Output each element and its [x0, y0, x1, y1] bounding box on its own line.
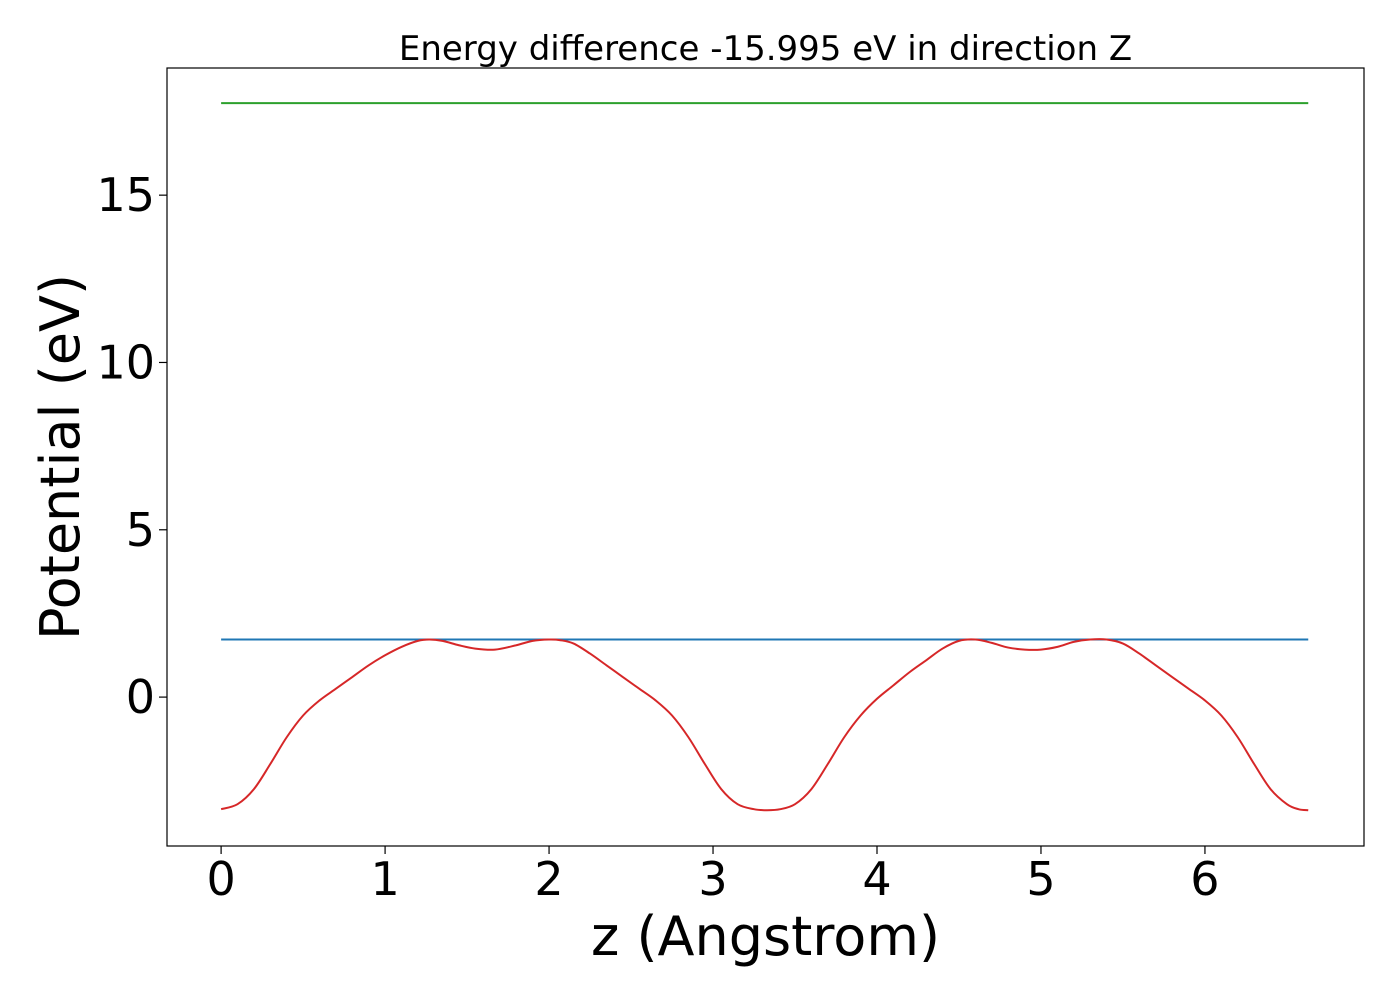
chart-title: Energy difference -15.995 eV in directio…	[399, 29, 1132, 69]
x-axis-title: z (Angstrom)	[591, 905, 940, 968]
y-axis-title: Potential (eV)	[29, 274, 92, 640]
plot-area-frame	[166, 67, 1365, 847]
x-tick-label: 0	[206, 852, 235, 906]
x-tick-label: 1	[370, 852, 399, 906]
x-tick-label: 2	[534, 852, 563, 906]
y-tick-label: 5	[126, 503, 155, 557]
y-tick-label: 10	[96, 335, 155, 389]
series-layer	[220, 102, 1309, 812]
series-line-potential	[220, 638, 1309, 812]
x-tick-label: 4	[862, 852, 891, 906]
y-tick-label: 15	[96, 168, 155, 222]
x-tick-label: 6	[1190, 852, 1219, 906]
ticks-layer: 0 1 2 3 4 5 6 0 5 10 15	[96, 168, 1219, 906]
x-tick-label: 5	[1026, 852, 1055, 906]
y-tick-label: 0	[126, 670, 155, 724]
x-tick-label: 3	[698, 852, 727, 906]
